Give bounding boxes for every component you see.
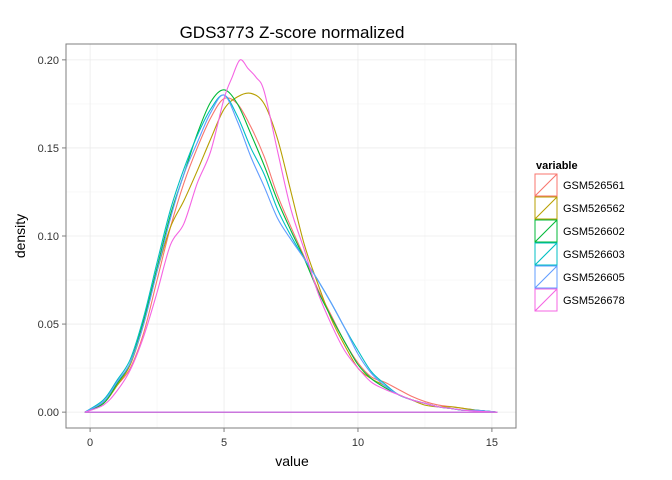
series-line [84, 97, 498, 413]
plot-panel [65, 43, 517, 429]
legend-item-gsm526678: GSM526678 [534, 288, 625, 312]
legend-key-line [534, 173, 558, 197]
x-axis-title: value [275, 453, 309, 469]
legend-item-gsm526562: GSM526562 [534, 196, 625, 220]
x-tick-label: 15 [486, 437, 498, 449]
legend-title: variable [536, 160, 578, 172]
y-tick-label: 0.15 [38, 143, 59, 155]
x-tick-label: 10 [352, 437, 364, 449]
legend-label: GSM526678 [563, 295, 625, 307]
y-tick-label: 0.05 [38, 319, 59, 331]
legend-label: GSM526605 [563, 272, 625, 284]
legend: variable GSM526561 GSM526562 GSM526602 GSM5… [534, 160, 625, 312]
x-axis: 0 5 10 15 [87, 428, 498, 449]
legend-key-line [534, 196, 558, 220]
y-tick-label: 0.20 [38, 55, 59, 67]
legend-key-line [534, 265, 558, 289]
series-lines [84, 59, 498, 413]
legend-label: GSM526562 [563, 203, 625, 215]
y-axis-title: density [12, 214, 28, 258]
legend-item-gsm526603: GSM526603 [534, 242, 625, 266]
y-axis: 0.00 0.05 0.10 0.15 0.20 [38, 55, 66, 419]
legend-key-line [534, 242, 558, 266]
chart-title: GDS3773 Z-score normalized [180, 23, 405, 42]
legend-item-gsm526605: GSM526605 [534, 265, 625, 289]
legend-label: GSM526603 [563, 249, 625, 261]
series-line [84, 59, 498, 413]
legend-key-line [534, 219, 558, 243]
y-tick-label: 0.00 [38, 407, 59, 419]
legend-key-line [534, 288, 558, 312]
y-tick-label: 0.10 [38, 231, 59, 243]
x-tick-label: 0 [87, 437, 93, 449]
legend-label: GSM526561 [563, 180, 625, 192]
series-gsm526678 [84, 59, 498, 413]
x-tick-label: 5 [221, 437, 227, 449]
legend-label: GSM526602 [563, 226, 625, 238]
legend-item-gsm526602: GSM526602 [534, 219, 625, 243]
legend-item-gsm526561: GSM526561 [534, 173, 625, 197]
